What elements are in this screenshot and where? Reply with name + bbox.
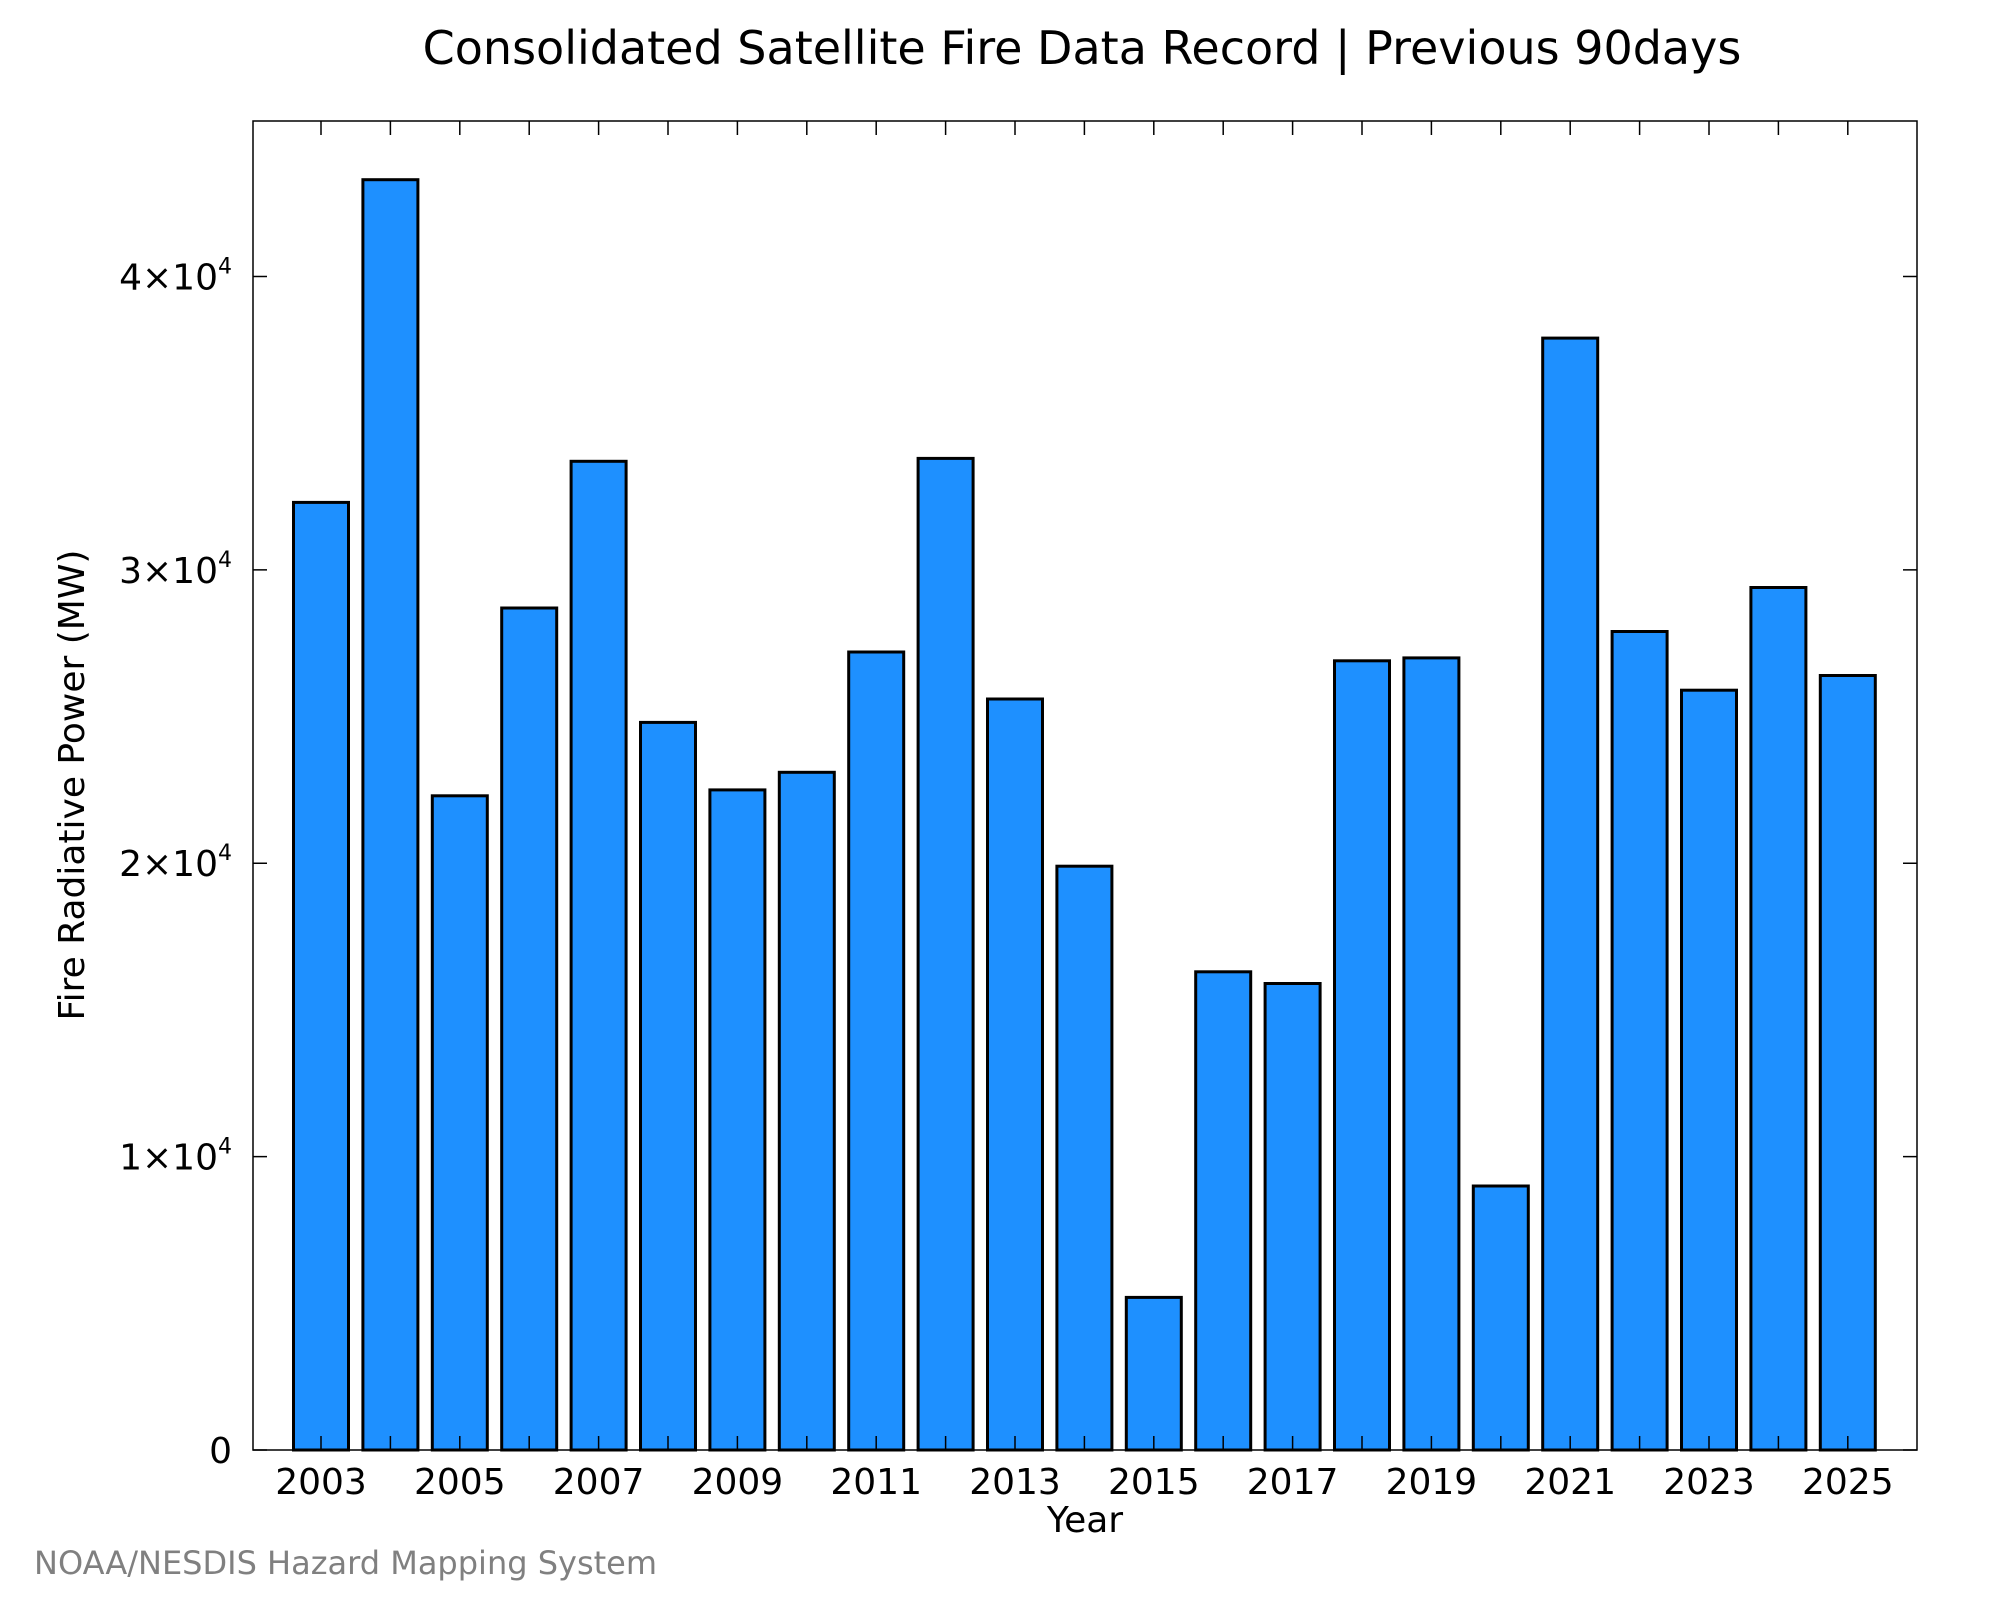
x-tick-label: 2009 xyxy=(692,1462,784,1503)
y-tick-label: 3×104 xyxy=(119,548,232,592)
bar-2008 xyxy=(639,720,697,1452)
y-tick-label: 1×104 xyxy=(119,1135,232,1179)
x-tick-label: 2015 xyxy=(1108,1462,1200,1503)
bar-2023 xyxy=(1680,688,1738,1452)
bar-2013 xyxy=(986,697,1044,1452)
bar-2020 xyxy=(1471,1184,1530,1452)
x-tick-label: 2023 xyxy=(1663,1462,1755,1503)
x-tick-label: 2017 xyxy=(1247,1462,1339,1503)
bars xyxy=(292,178,1877,1452)
x-tick-label: 2019 xyxy=(1386,1462,1478,1503)
x-tick-label: 2003 xyxy=(275,1462,367,1503)
y-axis-ticks: 0 1×104 2×104 3×104 4×104 xyxy=(119,254,1917,1472)
bar-2014 xyxy=(1055,864,1114,1452)
x-tick-label: 2025 xyxy=(1802,1462,1894,1503)
x-tick-label: 2011 xyxy=(830,1462,922,1503)
bar-2009 xyxy=(708,788,767,1452)
bar-2011 xyxy=(847,650,906,1452)
bar-2018 xyxy=(1333,659,1391,1452)
credit-text: NOAA/NESDIS Hazard Mapping System xyxy=(34,1544,657,1582)
bar-2022 xyxy=(1610,630,1669,1452)
bar-2017 xyxy=(1263,982,1322,1452)
x-axis-ticks: 2003 2005 2007 2009 2011 2013 2015 2017 2019 2021… xyxy=(275,121,1894,1503)
bar-2015 xyxy=(1124,1295,1183,1452)
bar-2025 xyxy=(1818,674,1877,1452)
x-tick-label: 2007 xyxy=(553,1462,645,1503)
y-tick-label: 0 xyxy=(209,1431,232,1472)
x-tick-label: 2005 xyxy=(414,1462,506,1503)
x-tick-label: 2013 xyxy=(969,1462,1061,1503)
bar-2019 xyxy=(1402,656,1461,1452)
y-axis-label: Fire Radiative Power (MW) xyxy=(52,550,93,1021)
bar-2012 xyxy=(916,456,975,1452)
y-tick-label: 4×104 xyxy=(119,254,232,298)
bar-2016 xyxy=(1194,970,1253,1452)
y-tick-label: 2×104 xyxy=(119,841,232,885)
bar-2007 xyxy=(569,459,628,1452)
bar-2004 xyxy=(361,178,420,1452)
chart-title: Consolidated Satellite Fire Data Record … xyxy=(423,21,1742,76)
bar-2024 xyxy=(1749,586,1808,1452)
bar-2021 xyxy=(1541,336,1600,1452)
x-tick-label: 2021 xyxy=(1524,1462,1616,1503)
bar-2010 xyxy=(777,770,836,1452)
bar-2006 xyxy=(500,606,559,1452)
bar-2003 xyxy=(292,500,350,1452)
x-axis-label: Year xyxy=(1046,1500,1123,1541)
bar-2005 xyxy=(430,794,489,1452)
